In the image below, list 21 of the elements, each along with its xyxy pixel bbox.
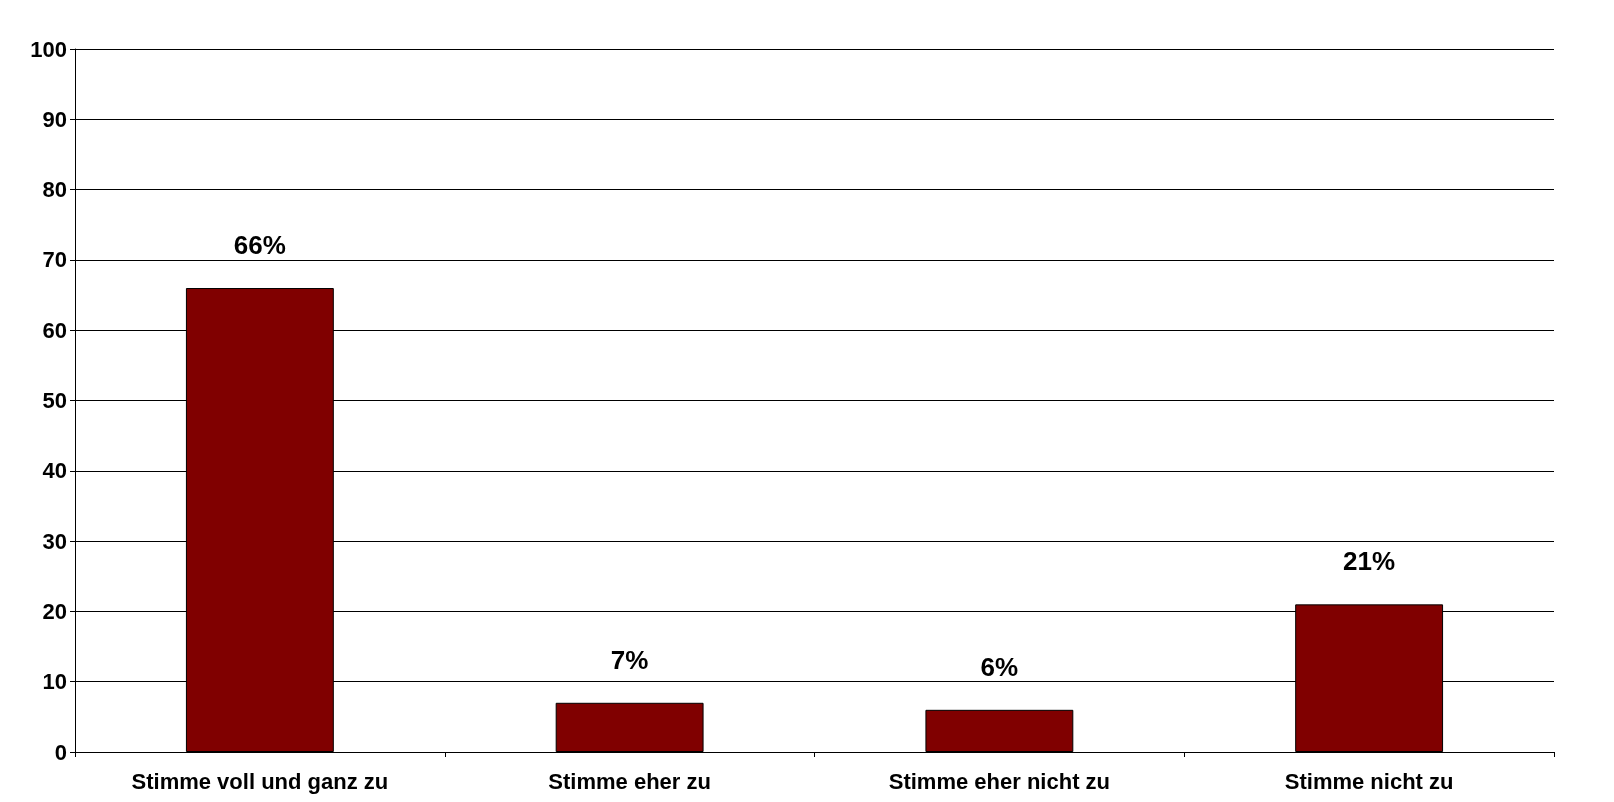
x-tick-label: Stimme nicht zu: [1284, 768, 1454, 794]
x-tick-label: Stimme eher zu: [548, 768, 711, 794]
y-tick-label: 30: [42, 528, 67, 554]
y-tick-label: 40: [42, 458, 67, 484]
y-tick-label: 10: [42, 669, 67, 695]
y-tick-label: 50: [42, 388, 67, 413]
bar: [925, 709, 1074, 752]
x-tick-label: Stimme voll und ganz zu: [131, 768, 389, 794]
y-tick-label: 60: [42, 317, 67, 343]
x-tick-label: Stimme eher nicht zu: [888, 768, 1111, 794]
data-label: 7%: [610, 644, 649, 675]
y-tick-label: 70: [42, 247, 67, 273]
y-tick-label: 100: [30, 36, 67, 62]
y-tick-label: 0: [54, 739, 67, 765]
bar: [555, 702, 704, 752]
y-tick-label: 20: [42, 598, 67, 624]
y-tick-label: 80: [42, 177, 67, 203]
data-label: 66%: [233, 230, 286, 261]
data-label: 6%: [980, 651, 1019, 682]
data-label: 21%: [1343, 546, 1396, 577]
y-tick-label: 90: [42, 106, 67, 132]
